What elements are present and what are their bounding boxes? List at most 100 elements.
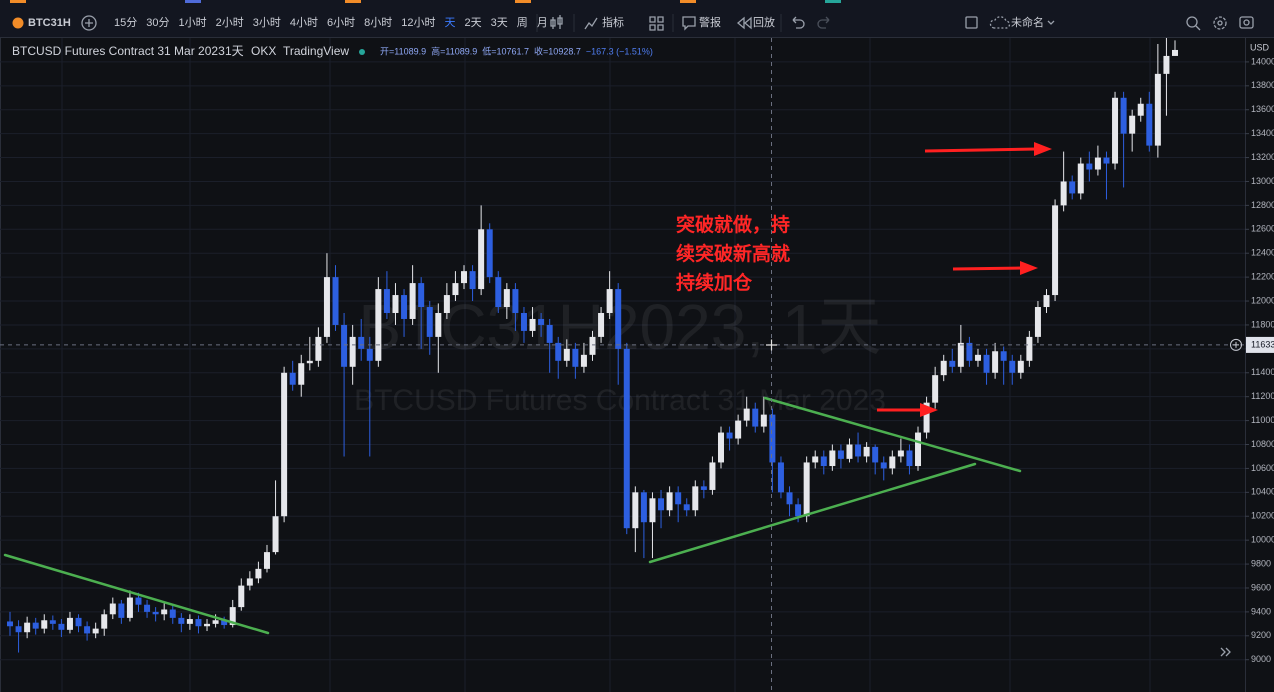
- candle-body: [649, 498, 656, 523]
- layout-square[interactable]: [965, 16, 978, 29]
- interval[interactable]: 8小时: [364, 16, 392, 29]
- watermark-name: BTCUSD Futures Contract 31 Mar 2023: [354, 384, 886, 417]
- interval[interactable]: 30分: [146, 16, 169, 29]
- candle-body: [15, 626, 22, 633]
- interval[interactable]: 12小时: [401, 16, 435, 29]
- redo[interactable]: [817, 16, 830, 29]
- symbol-icon: [12, 17, 24, 29]
- legend-name: BTCUSD Futures Contract 31 Mar 2023: [12, 44, 225, 58]
- candle-body: [1146, 103, 1153, 146]
- y-tick-label: 13200: [1251, 152, 1274, 162]
- interval[interactable]: 2小时: [216, 16, 244, 29]
- interval[interactable]: 天: [445, 17, 456, 29]
- layout-name[interactable]: 未命名: [1011, 15, 1044, 29]
- candle-body: [1026, 336, 1033, 361]
- search[interactable]: [1186, 16, 1198, 28]
- alert-icon: [682, 16, 696, 31]
- cloud-icon: [989, 16, 1011, 29]
- interval[interactable]: 1小时: [179, 16, 207, 29]
- interval[interactable]: 2天: [465, 17, 482, 29]
- candle-body: [92, 628, 99, 634]
- interval[interactable]: 15分: [114, 16, 137, 29]
- interval[interactable]: 4小时: [290, 16, 318, 29]
- candle-body: [238, 585, 245, 608]
- candle-body: [366, 348, 373, 361]
- layouts[interactable]: [649, 16, 664, 31]
- crosshair-plus[interactable]: [1230, 338, 1242, 351]
- snapshot[interactable]: [1239, 16, 1254, 29]
- candle-body: [418, 283, 425, 308]
- candle-body: [572, 348, 579, 367]
- candle-body: [24, 622, 31, 633]
- y-tick-label: 9600: [1251, 582, 1271, 592]
- dropdown[interactable]: [1047, 20, 1055, 25]
- interval[interactable]: 月: [537, 17, 548, 29]
- candle-body: [915, 432, 922, 467]
- arrow-head: [1020, 261, 1038, 275]
- market-status: [359, 49, 365, 55]
- y-tick-label: 12000: [1251, 295, 1274, 305]
- interval[interactable]: 周: [517, 16, 528, 29]
- y-tick-label: 12800: [1251, 200, 1274, 210]
- candle-body: [1129, 115, 1136, 134]
- candle-body: [520, 312, 527, 331]
- indicators[interactable]: 指标: [602, 15, 624, 29]
- candle-body: [803, 462, 810, 517]
- scroll-to-end[interactable]: [1220, 647, 1231, 657]
- tab-icon: [680, 0, 696, 3]
- chart-type[interactable]: [550, 15, 563, 29]
- candle-body: [109, 603, 116, 615]
- candle-body: [1017, 360, 1024, 373]
- candle-body: [478, 229, 485, 290]
- arrow-shaft: [924, 147, 1037, 153]
- trendline[interactable]: [3, 553, 270, 635]
- candle-body: [846, 444, 853, 459]
- candle-body: [829, 450, 836, 467]
- candle-body: [1120, 97, 1127, 134]
- candle-body: [204, 623, 211, 627]
- legend-ohlc: 高=11089.9: [431, 45, 477, 56]
- trendline[interactable]: [648, 462, 977, 564]
- symbol[interactable]: BTC31H: [28, 17, 71, 29]
- undo[interactable]: [792, 16, 805, 29]
- candle-body: [1163, 55, 1170, 74]
- candle-body: [1069, 181, 1076, 194]
- interval-group: 15分 30分 1小时 2小时 3小时 4小时 6小时 8小时 12小时天 2天 3天周月: [114, 16, 548, 29]
- replay[interactable]: 回放: [753, 15, 775, 29]
- candle-body: [666, 492, 673, 511]
- candle-body: [229, 607, 236, 626]
- crosshair-price-badge: [1246, 336, 1274, 353]
- tab-icon: [10, 0, 26, 3]
- y-tick-label: 11800: [1251, 319, 1274, 329]
- alert[interactable]: 警报: [699, 15, 721, 29]
- candle-body: [401, 295, 408, 319]
- candle-body: [66, 617, 73, 630]
- search-handle: [1195, 25, 1201, 31]
- legend-interval: 1天: [225, 44, 244, 58]
- candle-body: [75, 617, 82, 627]
- candle-body: [1043, 295, 1050, 308]
- candle-body: [529, 318, 536, 331]
- candle-body: [135, 597, 142, 605]
- y-tick-label: 14000: [1251, 56, 1274, 66]
- crosshair-plus-sign: [1233, 341, 1239, 348]
- indicators-icon: [584, 17, 598, 30]
- interval[interactable]: 3小时: [253, 16, 281, 29]
- candle-body: [957, 342, 964, 367]
- settings[interactable]: [1213, 16, 1227, 30]
- browser-tabs: [10, 0, 841, 3]
- candle-body: [263, 552, 270, 569]
- candle-body: [349, 336, 356, 367]
- annotation-line: 突破就做，持: [676, 213, 790, 236]
- interval[interactable]: 6小时: [327, 16, 355, 29]
- candle-body: [658, 498, 665, 511]
- trendline[interactable]: [763, 396, 1022, 473]
- candle-body: [675, 492, 682, 505]
- currency[interactable]: USD: [1250, 42, 1270, 52]
- annotation-line: 续突破新高就: [676, 242, 790, 265]
- candle-body: [255, 568, 262, 579]
- candle-body: [752, 408, 759, 427]
- interval[interactable]: 3天: [491, 17, 508, 29]
- candle-body: [795, 504, 802, 517]
- add-symbol[interactable]: [81, 15, 97, 31]
